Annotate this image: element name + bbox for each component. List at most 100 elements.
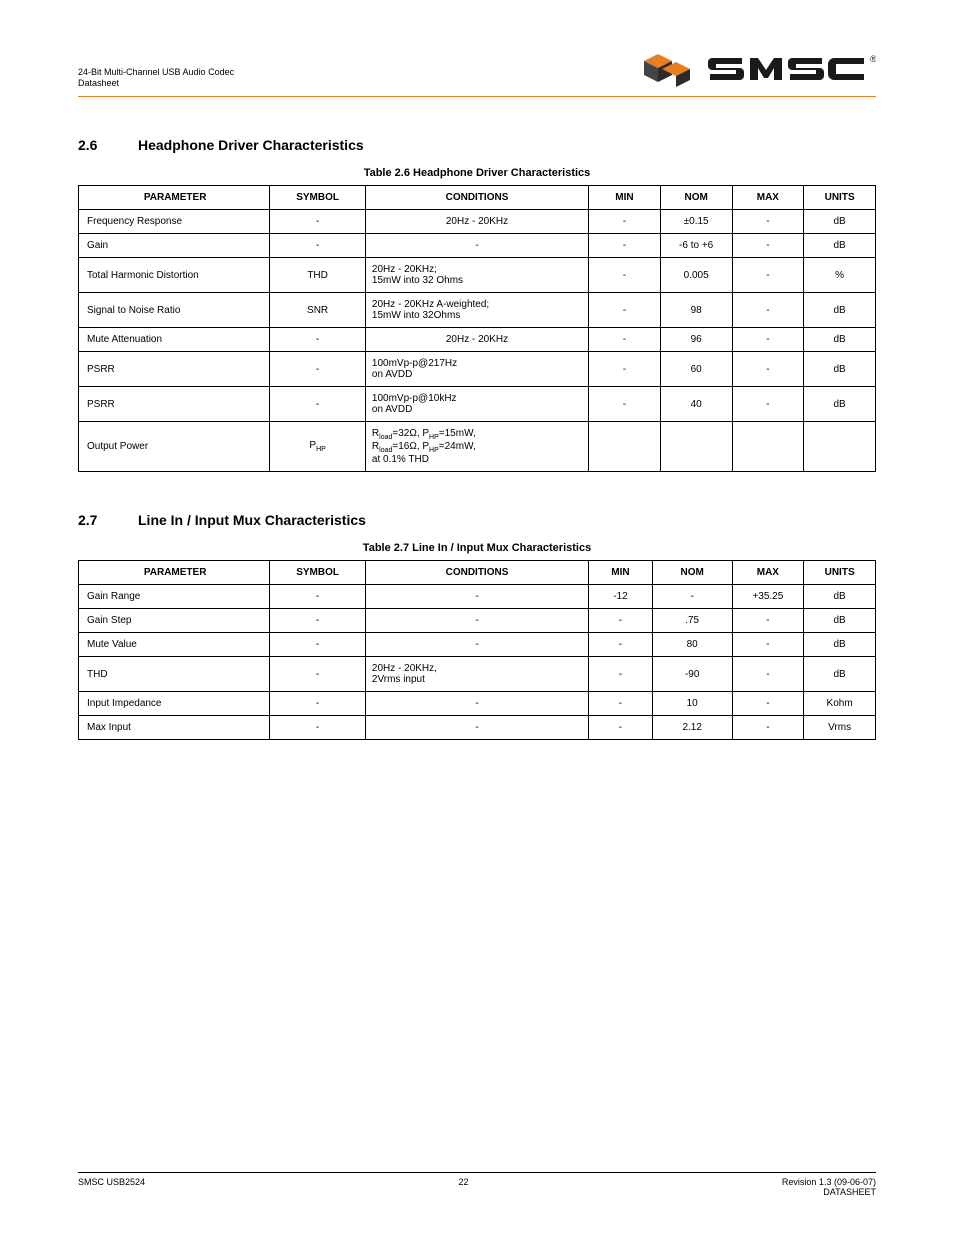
td-min: - — [589, 234, 661, 258]
svg-text:®: ® — [870, 54, 876, 64]
td-min: - — [589, 657, 653, 692]
td-max: +35.25 — [732, 585, 804, 609]
table-row: Gain - - - -6 to +6 - dB — [79, 234, 876, 258]
th-max: MAX — [732, 561, 804, 585]
td-max: - — [732, 633, 804, 657]
table-caption-2-6: Table 2.6 Headphone Driver Characteristi… — [78, 167, 876, 179]
section-heading-2-7: 2.7 Line In / Input Mux Characteristics — [78, 512, 876, 528]
header-line1: 24-Bit Multi-Channel USB Audio Codec — [78, 67, 234, 79]
th-max: MAX — [732, 186, 804, 210]
td-param: Input Impedance — [79, 692, 270, 716]
table-row: Gain Step - - - .75 - dB — [79, 609, 876, 633]
td-cond: - — [365, 633, 588, 657]
td-max: - — [732, 657, 804, 692]
header-left: 24-Bit Multi-Channel USB Audio Codec Dat… — [78, 67, 234, 90]
td-min: - — [589, 328, 661, 352]
td-param: Gain — [79, 234, 270, 258]
logo-word-icon: ® — [708, 52, 876, 88]
td-sym: - — [270, 585, 366, 609]
header-bar: 24-Bit Multi-Channel USB Audio Codec Dat… — [78, 50, 876, 97]
td-param: Gain Range — [79, 585, 270, 609]
table-header-row: PARAMETER SYMBOL CONDITIONS MIN NOM MAX … — [79, 186, 876, 210]
table-row: Max Input - - - 2.12 - Vrms — [79, 716, 876, 740]
td-min: -12 — [589, 585, 653, 609]
table-row: Mute Value - - - 80 - dB — [79, 633, 876, 657]
td-param: PSRR — [79, 352, 270, 387]
td-sym: - — [270, 716, 366, 740]
td-nom: 2.12 — [652, 716, 732, 740]
td-max: - — [732, 210, 804, 234]
td-cond: - — [365, 716, 588, 740]
th-parameter: PARAMETER — [79, 561, 270, 585]
td-nom: 0.005 — [660, 258, 732, 293]
td-sym: - — [270, 352, 366, 387]
table-row: THD - 20Hz - 20KHz,2Vrms input - -90 - d… — [79, 657, 876, 692]
td-unit: dB — [804, 657, 876, 692]
td-sym: - — [270, 387, 366, 422]
th-min: MIN — [589, 186, 661, 210]
td-cond: Rload=32Ω, PHP=15mW,Rload=16Ω, PHP=24mW,… — [365, 422, 588, 472]
section-heading-2-6: 2.6 Headphone Driver Characteristics — [78, 137, 876, 153]
section-title: Headphone Driver Characteristics — [138, 137, 364, 153]
footer-left: SMSC USB2524 — [78, 1177, 145, 1197]
table-row: Output Power PHP Rload=32Ω, PHP=15mW,Rlo… — [79, 422, 876, 472]
td-max — [732, 422, 804, 472]
page-footer: SMSC USB2524 22 Revision 1.3 (09-06-07) … — [78, 1172, 876, 1197]
td-max: - — [732, 716, 804, 740]
table-row: Mute Attenuation - 20Hz - 20KHz - 96 - d… — [79, 328, 876, 352]
td-max: - — [732, 387, 804, 422]
th-parameter: PARAMETER — [79, 186, 270, 210]
page: 24-Bit Multi-Channel USB Audio Codec Dat… — [0, 0, 954, 1235]
td-max: - — [732, 258, 804, 293]
table-row: PSRR - 100mVp-p@217Hzon AVDD - 60 - dB — [79, 352, 876, 387]
td-cond: - — [365, 234, 588, 258]
td-nom: ±0.15 — [660, 210, 732, 234]
td-nom: 40 — [660, 387, 732, 422]
td-sym: SNR — [270, 293, 366, 328]
table-2-7: PARAMETER SYMBOL CONDITIONS MIN NOM MAX … — [78, 560, 876, 740]
td-min — [589, 422, 661, 472]
td-sym: - — [270, 234, 366, 258]
td-sym: - — [270, 633, 366, 657]
td-cond: 20Hz - 20KHz — [365, 328, 588, 352]
td-nom: -6 to +6 — [660, 234, 732, 258]
td-nom: 10 — [652, 692, 732, 716]
td-nom: 98 — [660, 293, 732, 328]
td-max: - — [732, 234, 804, 258]
td-max: - — [732, 609, 804, 633]
td-min: - — [589, 716, 653, 740]
td-unit: Vrms — [804, 716, 876, 740]
td-unit: dB — [804, 585, 876, 609]
header-line2: Datasheet — [78, 78, 234, 90]
footer-right: Revision 1.3 (09-06-07) DATASHEET — [782, 1177, 876, 1197]
td-param: Max Input — [79, 716, 270, 740]
td-param: PSRR — [79, 387, 270, 422]
td-nom: .75 — [652, 609, 732, 633]
td-cond: - — [365, 609, 588, 633]
td-unit: dB — [804, 328, 876, 352]
td-cond: 100mVp-p@217Hzon AVDD — [365, 352, 588, 387]
td-nom: -90 — [652, 657, 732, 692]
td-unit: dB — [804, 609, 876, 633]
td-cond: - — [365, 585, 588, 609]
th-symbol: SYMBOL — [270, 186, 366, 210]
th-units: UNITS — [804, 186, 876, 210]
td-nom: 60 — [660, 352, 732, 387]
td-param: Frequency Response — [79, 210, 270, 234]
td-cond: 100mVp-p@10kHzon AVDD — [365, 387, 588, 422]
section-number: 2.6 — [78, 137, 114, 153]
td-unit: % — [804, 258, 876, 293]
section-title: Line In / Input Mux Characteristics — [138, 512, 366, 528]
td-min: - — [589, 293, 661, 328]
td-max: - — [732, 352, 804, 387]
logo: ® — [640, 50, 876, 90]
td-nom: 96 — [660, 328, 732, 352]
td-nom — [660, 422, 732, 472]
th-nom: NOM — [652, 561, 732, 585]
logo-mark-icon — [640, 50, 696, 90]
table-row: Gain Range - - -12 - +35.25 dB — [79, 585, 876, 609]
table-header-row: PARAMETER SYMBOL CONDITIONS MIN NOM MAX … — [79, 561, 876, 585]
footer-center: 22 — [458, 1177, 468, 1197]
table-row: PSRR - 100mVp-p@10kHzon AVDD - 40 - dB — [79, 387, 876, 422]
td-param: THD — [79, 657, 270, 692]
